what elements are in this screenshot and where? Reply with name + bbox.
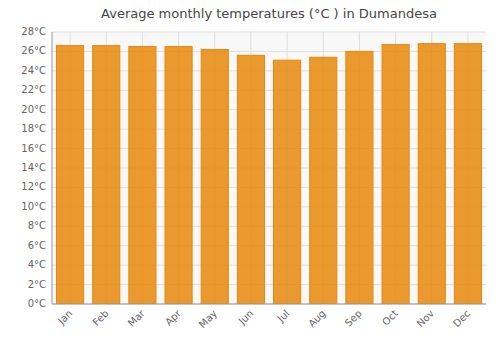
chart-container: 0°C 2°C 4°C 6°C 8°C 10°C 12°C 14°C 16°C 18°C 20°C 2…	[0, 0, 500, 350]
chart-svg: 0°C 2°C 4°C 6°C 8°C 10°C 12°C 14°C 16°C 18°C 20°C 2…	[0, 0, 500, 350]
bar	[57, 46, 84, 304]
y-tick-label: 28°C	[21, 26, 46, 37]
bar	[382, 45, 409, 304]
bar	[274, 60, 301, 304]
y-tick-label: 18°C	[21, 123, 46, 134]
bar	[310, 57, 337, 304]
x-tick-label: Mar	[126, 307, 148, 329]
x-tick-label: Sep	[343, 308, 364, 329]
y-tick-label: 22°C	[21, 84, 46, 95]
bar	[346, 51, 373, 304]
x-tick-label: Jun	[236, 308, 256, 328]
y-tick-label: 8°C	[28, 220, 46, 231]
y-tick-label: 10°C	[21, 201, 46, 212]
y-tick-label: 26°C	[21, 45, 46, 56]
y-tick-label: 14°C	[21, 162, 46, 173]
x-tick-label: Oct	[380, 308, 400, 328]
x-tick-label: Nov	[415, 308, 437, 330]
x-tick-label: Feb	[90, 308, 110, 328]
chart-title: Average monthly temperatures (°C ) in Du…	[101, 6, 437, 21]
x-tick-label: Aug	[306, 308, 328, 330]
x-tick-label: Apr	[163, 307, 184, 328]
x-axis-line	[52, 304, 486, 305]
y-grid-line	[52, 304, 486, 305]
bar	[454, 44, 481, 304]
x-tick-label: Jul	[274, 308, 291, 325]
y-tick-label: 4°C	[28, 259, 46, 270]
y-tick-label: 2°C	[28, 279, 46, 290]
bar	[93, 46, 120, 304]
y-tick-label: 20°C	[21, 104, 46, 115]
bar	[201, 49, 228, 304]
y-tick-label: 16°C	[21, 143, 46, 154]
y-tick-label: 12°C	[21, 181, 46, 192]
y-tick-label: 24°C	[21, 65, 46, 76]
bar	[237, 55, 264, 304]
x-tick-label: May	[197, 308, 219, 330]
grid	[52, 32, 486, 304]
x-tick-label: Jan	[55, 308, 74, 327]
x-tick-label: Dec	[451, 308, 472, 329]
bar	[165, 47, 192, 304]
y-tick-label: 0°C	[28, 298, 46, 309]
plot-background	[52, 32, 486, 304]
bar	[129, 47, 156, 304]
y-grid-line	[52, 32, 486, 33]
y-axis-line	[52, 32, 53, 304]
y-tick-label: 6°C	[28, 240, 46, 251]
bar	[418, 44, 445, 304]
bars	[57, 44, 482, 304]
